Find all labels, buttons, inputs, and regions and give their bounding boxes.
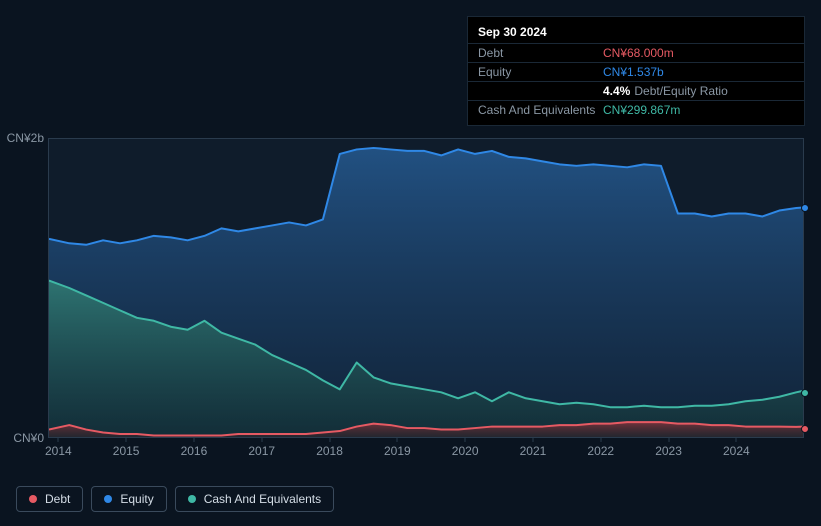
x-tick-label: 2021	[520, 444, 547, 458]
tooltip-label: Cash And Equivalents	[478, 103, 603, 117]
tooltip-date: Sep 30 2024	[468, 23, 804, 43]
tooltip-value: CN¥299.867m	[603, 103, 794, 117]
legend-item-cash[interactable]: Cash And Equivalents	[175, 486, 334, 512]
legend-swatch	[29, 495, 37, 503]
x-tick-label: 2015	[113, 444, 140, 458]
legend-item-equity[interactable]: Equity	[91, 486, 166, 512]
debt-equity-chart[interactable]: CN¥2bCN¥0 201420152016201720182019202020…	[16, 120, 804, 470]
x-tick	[532, 438, 533, 442]
x-tick	[668, 438, 669, 442]
y-tick-label: CN¥0	[13, 431, 44, 445]
x-tick-label: 2022	[587, 444, 614, 458]
tooltip-value: 4.4%Debt/Equity Ratio	[603, 84, 794, 98]
x-tick-label: 2020	[452, 444, 479, 458]
x-tick-label: 2023	[655, 444, 682, 458]
tooltip-label: Debt	[478, 46, 603, 60]
x-tick	[58, 438, 59, 442]
tooltip-label	[478, 84, 603, 98]
legend-swatch	[104, 495, 112, 503]
legend-label: Cash And Equivalents	[204, 492, 321, 506]
x-tick	[465, 438, 466, 442]
chart-plot-area[interactable]	[48, 138, 804, 438]
chart-legend: Debt Equity Cash And Equivalents	[16, 486, 334, 512]
tooltip-value: CN¥68.000m	[603, 46, 794, 60]
legend-swatch	[188, 495, 196, 503]
end-marker-equity	[801, 204, 809, 212]
tooltip-label: Equity	[478, 65, 603, 79]
x-tick	[329, 438, 330, 442]
x-tick	[193, 438, 194, 442]
y-tick-label: CN¥2b	[7, 131, 44, 145]
x-tick	[126, 438, 127, 442]
x-tick-label: 2014	[45, 444, 72, 458]
x-tick	[397, 438, 398, 442]
summary-tooltip: Sep 30 2024 DebtCN¥68.000mEquityCN¥1.537…	[467, 16, 805, 126]
legend-item-debt[interactable]: Debt	[16, 486, 83, 512]
x-tick-label: 2017	[248, 444, 275, 458]
tooltip-row-ratio: 4.4%Debt/Equity Ratio	[468, 81, 804, 100]
tooltip-row-equity: EquityCN¥1.537b	[468, 62, 804, 81]
x-tick-label: 2016	[181, 444, 208, 458]
legend-label: Equity	[120, 492, 153, 506]
x-tick	[600, 438, 601, 442]
end-marker-debt	[801, 425, 809, 433]
legend-label: Debt	[45, 492, 70, 506]
x-tick	[261, 438, 262, 442]
tooltip-value: CN¥1.537b	[603, 65, 794, 79]
x-tick-label: 2018	[316, 444, 343, 458]
tooltip-row-cash: Cash And EquivalentsCN¥299.867m	[468, 100, 804, 119]
tooltip-row-debt: DebtCN¥68.000m	[468, 43, 804, 62]
x-tick-label: 2019	[384, 444, 411, 458]
x-tick	[736, 438, 737, 442]
x-axis: 2014 2015 2016 2017 2018 2019 2020 2021 2022 2023…	[48, 442, 804, 462]
end-marker-cash	[801, 389, 809, 397]
x-tick-label: 2024	[723, 444, 750, 458]
